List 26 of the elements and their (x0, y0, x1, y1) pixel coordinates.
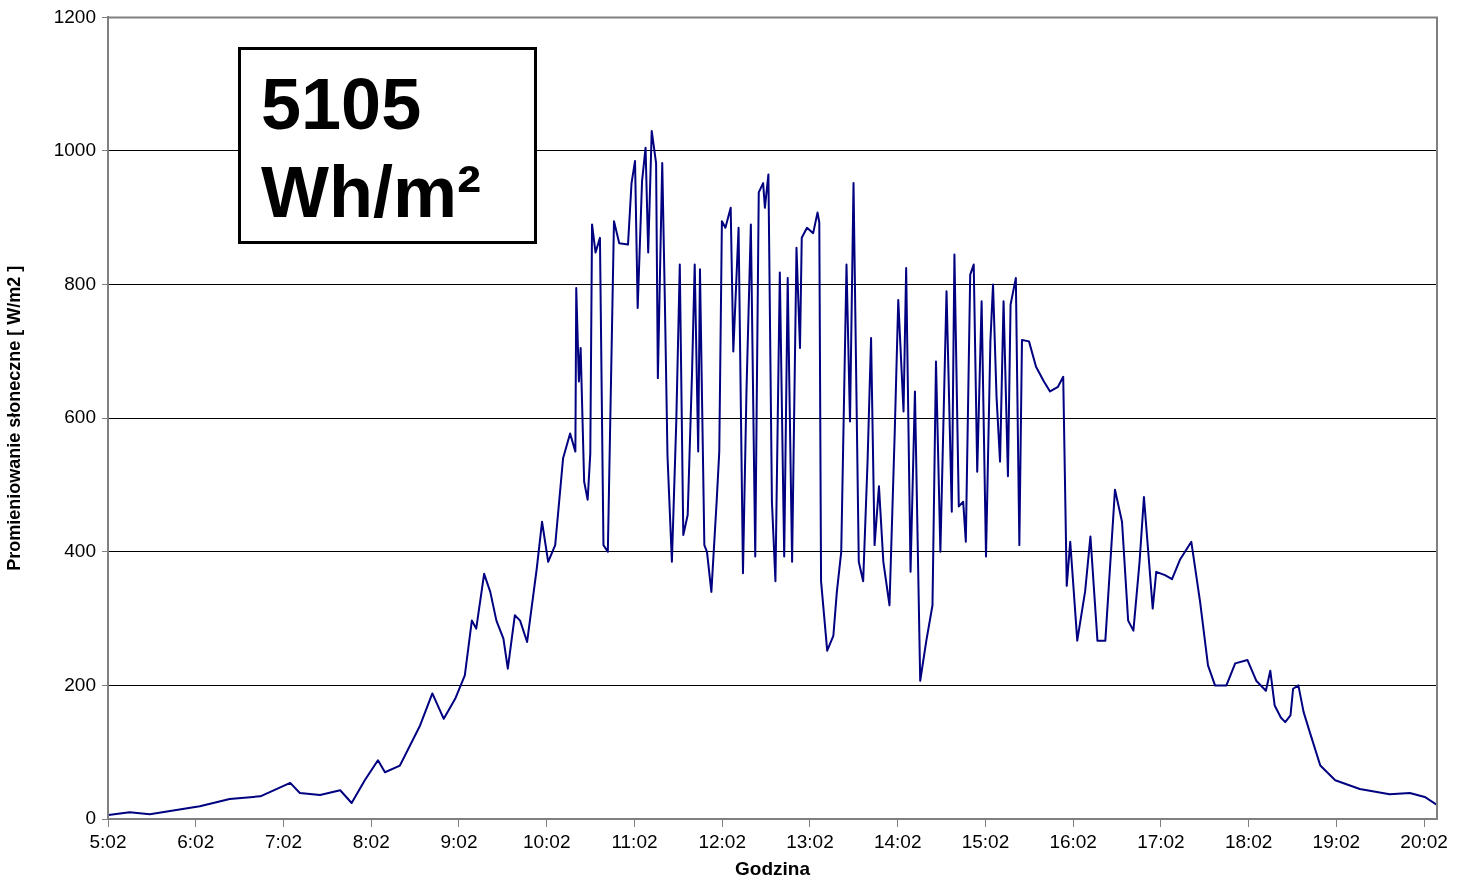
y-tick-label: 1000 (53, 139, 96, 161)
x-tick-label: 5:02 (89, 830, 127, 852)
x-tick-label: 17:02 (1137, 830, 1185, 852)
y-tick-label: 400 (64, 540, 96, 562)
x-tick-label: 6:02 (177, 830, 215, 852)
y-axis-title: Promieniowanie słoneczne [ W/m2 ] (3, 265, 24, 571)
annotation: 5105 Wh/m² (238, 47, 537, 244)
x-tick-label: 14:02 (873, 830, 922, 852)
x-tick-label: 7:02 (264, 830, 302, 852)
x-tick-label: 19:02 (1312, 830, 1361, 852)
x-tick-label: 16:02 (1049, 830, 1097, 852)
y-tick-label: 800 (64, 272, 96, 294)
y-tick-label: 0 (85, 807, 96, 829)
y-tick-label: 600 (64, 406, 96, 428)
y-tick-label: 1200 (53, 5, 96, 27)
x-tick-label: 20:02 (1400, 830, 1448, 852)
x-tick-label: 10:02 (522, 830, 571, 852)
x-tick-label: 9:02 (440, 830, 478, 852)
x-tick-label: 15:02 (961, 830, 1010, 852)
x-tick-label: 8:02 (352, 830, 390, 852)
x-tick-label: 18:02 (1224, 830, 1273, 852)
y-tick-label: 200 (64, 673, 96, 695)
x-tick-label: 12:02 (698, 830, 746, 852)
x-tick-label: 13:02 (786, 830, 834, 852)
x-axis-title: Godzina (735, 857, 811, 879)
x-tick-label: 11:02 (611, 830, 658, 852)
